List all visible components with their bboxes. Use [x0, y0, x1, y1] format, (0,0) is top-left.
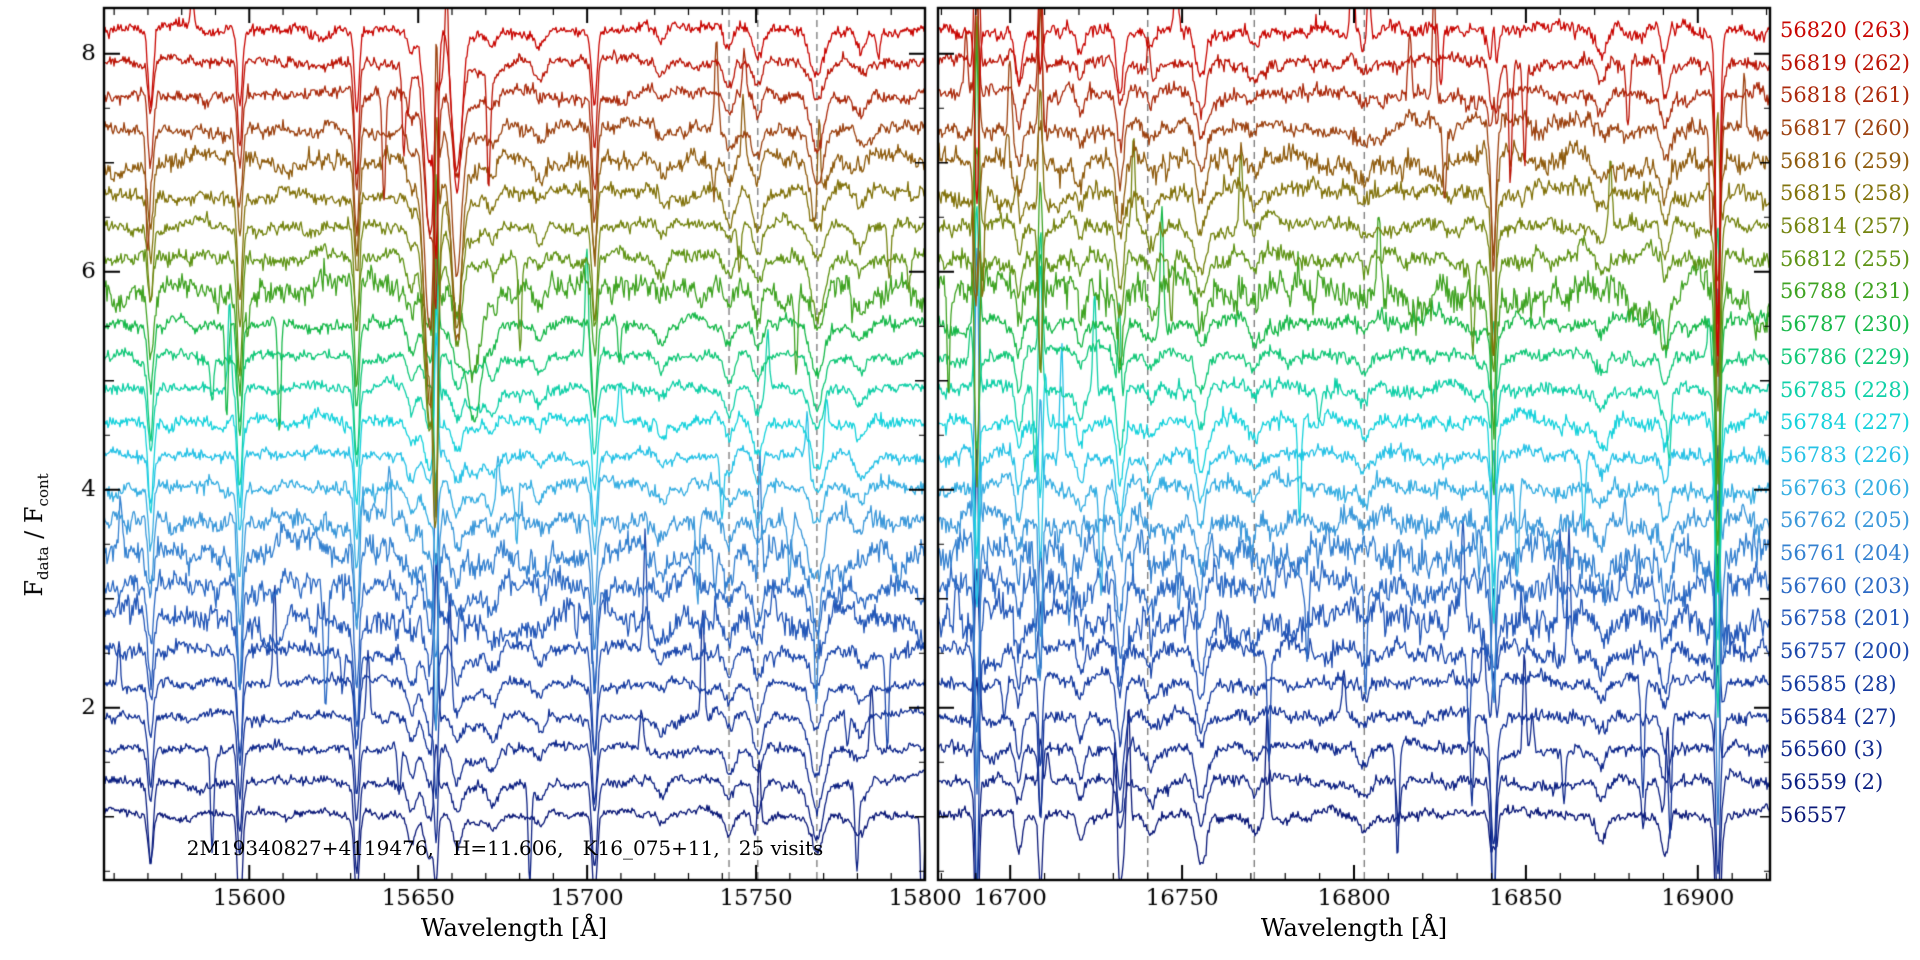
visit-label: 56559 (2) [1780, 769, 1884, 794]
visit-label: 56819 (262) [1780, 50, 1910, 75]
visit-label: 56815 (258) [1780, 181, 1910, 206]
visit-label: 56763 (206) [1780, 475, 1910, 500]
visit-label: 56788 (231) [1780, 279, 1910, 304]
visit-label: 56817 (260) [1780, 115, 1910, 140]
visit-label: 56786 (229) [1780, 344, 1910, 369]
y-axis-label-f: F [20, 579, 49, 597]
visit-label: 56585 (28) [1780, 671, 1897, 696]
visit-label: 56761 (204) [1780, 541, 1910, 565]
x-axis-label-right: Wavelength [Å] [1260, 914, 1448, 942]
visit-label: 56816 (259) [1780, 148, 1910, 173]
visit-label: 56560 (3) [1780, 737, 1884, 762]
visit-label: 56785 (228) [1780, 377, 1910, 402]
visit-label: 56818 (261) [1780, 83, 1910, 108]
visit-label: 56787 (230) [1780, 312, 1910, 337]
visit-label: 56784 (227) [1780, 410, 1910, 435]
y-axis-label-sub-cont: cont [33, 473, 52, 507]
visit-label: 56783 (226) [1780, 442, 1910, 467]
y-axis-label-mid: / F [20, 506, 49, 547]
x-axis-label-left: Wavelength [Å] [420, 914, 608, 942]
visit-label: 56757 (200) [1780, 639, 1910, 664]
visit-label: 56758 (201) [1780, 606, 1910, 631]
visit-label: 56762 (205) [1780, 508, 1910, 533]
visit-label: 56812 (255) [1780, 246, 1910, 271]
visit-label: 56814 (257) [1780, 214, 1910, 238]
target-annotation: 2M19340827+4119476, H=11.606, K16_075+11… [186, 836, 824, 860]
visit-label: 56584 (27) [1780, 704, 1897, 729]
y-axis-label: Fdata / Fcont [20, 473, 52, 596]
y-axis-label-sub-data: data [33, 546, 52, 580]
visit-label: 56760 (203) [1780, 573, 1910, 598]
visit-label: 56557 [1780, 802, 1847, 827]
visit-labels: 56557 56559 (2) 56560 (3) 56584 (27) 56585 (… [1780, 0, 1920, 960]
visit-label: 56820 (263) [1780, 17, 1910, 42]
